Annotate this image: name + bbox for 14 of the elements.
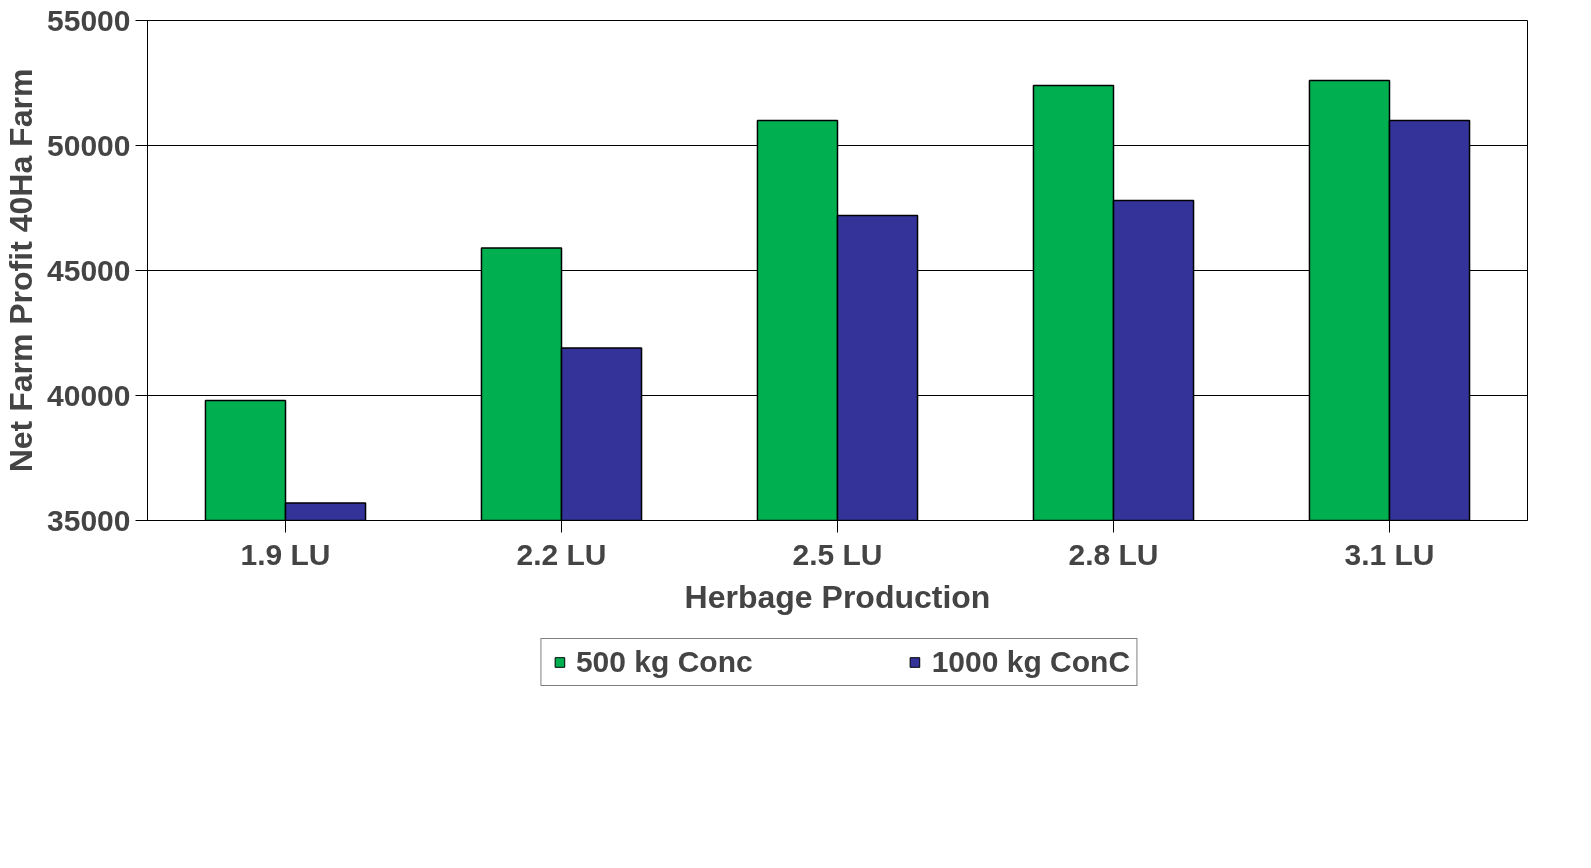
legend-label: 500 kg Conc (575, 645, 753, 679)
x-axis-title: Herbage Production (684, 578, 991, 615)
x-tick-label: 2.8 LU (1068, 537, 1159, 571)
y-tick-label: 35000 (47, 503, 131, 537)
y-tick-label: 40000 (47, 378, 131, 412)
x-tick-label: 3.1 LU (1344, 537, 1435, 571)
y-tick-label: 55000 (47, 3, 131, 37)
x-tick-label: 2.5 LU (792, 537, 883, 571)
legend-label: 1000 kg ConC (931, 645, 1131, 679)
y-tick-label: 50000 (47, 128, 131, 162)
x-tick-label: 2.2 LU (516, 537, 607, 571)
y-axis-title: Net Farm Profit 40Ha Farm (3, 68, 40, 473)
x-tick-label: 1.9 LU (240, 537, 331, 571)
y-tick-label: 45000 (47, 253, 131, 287)
